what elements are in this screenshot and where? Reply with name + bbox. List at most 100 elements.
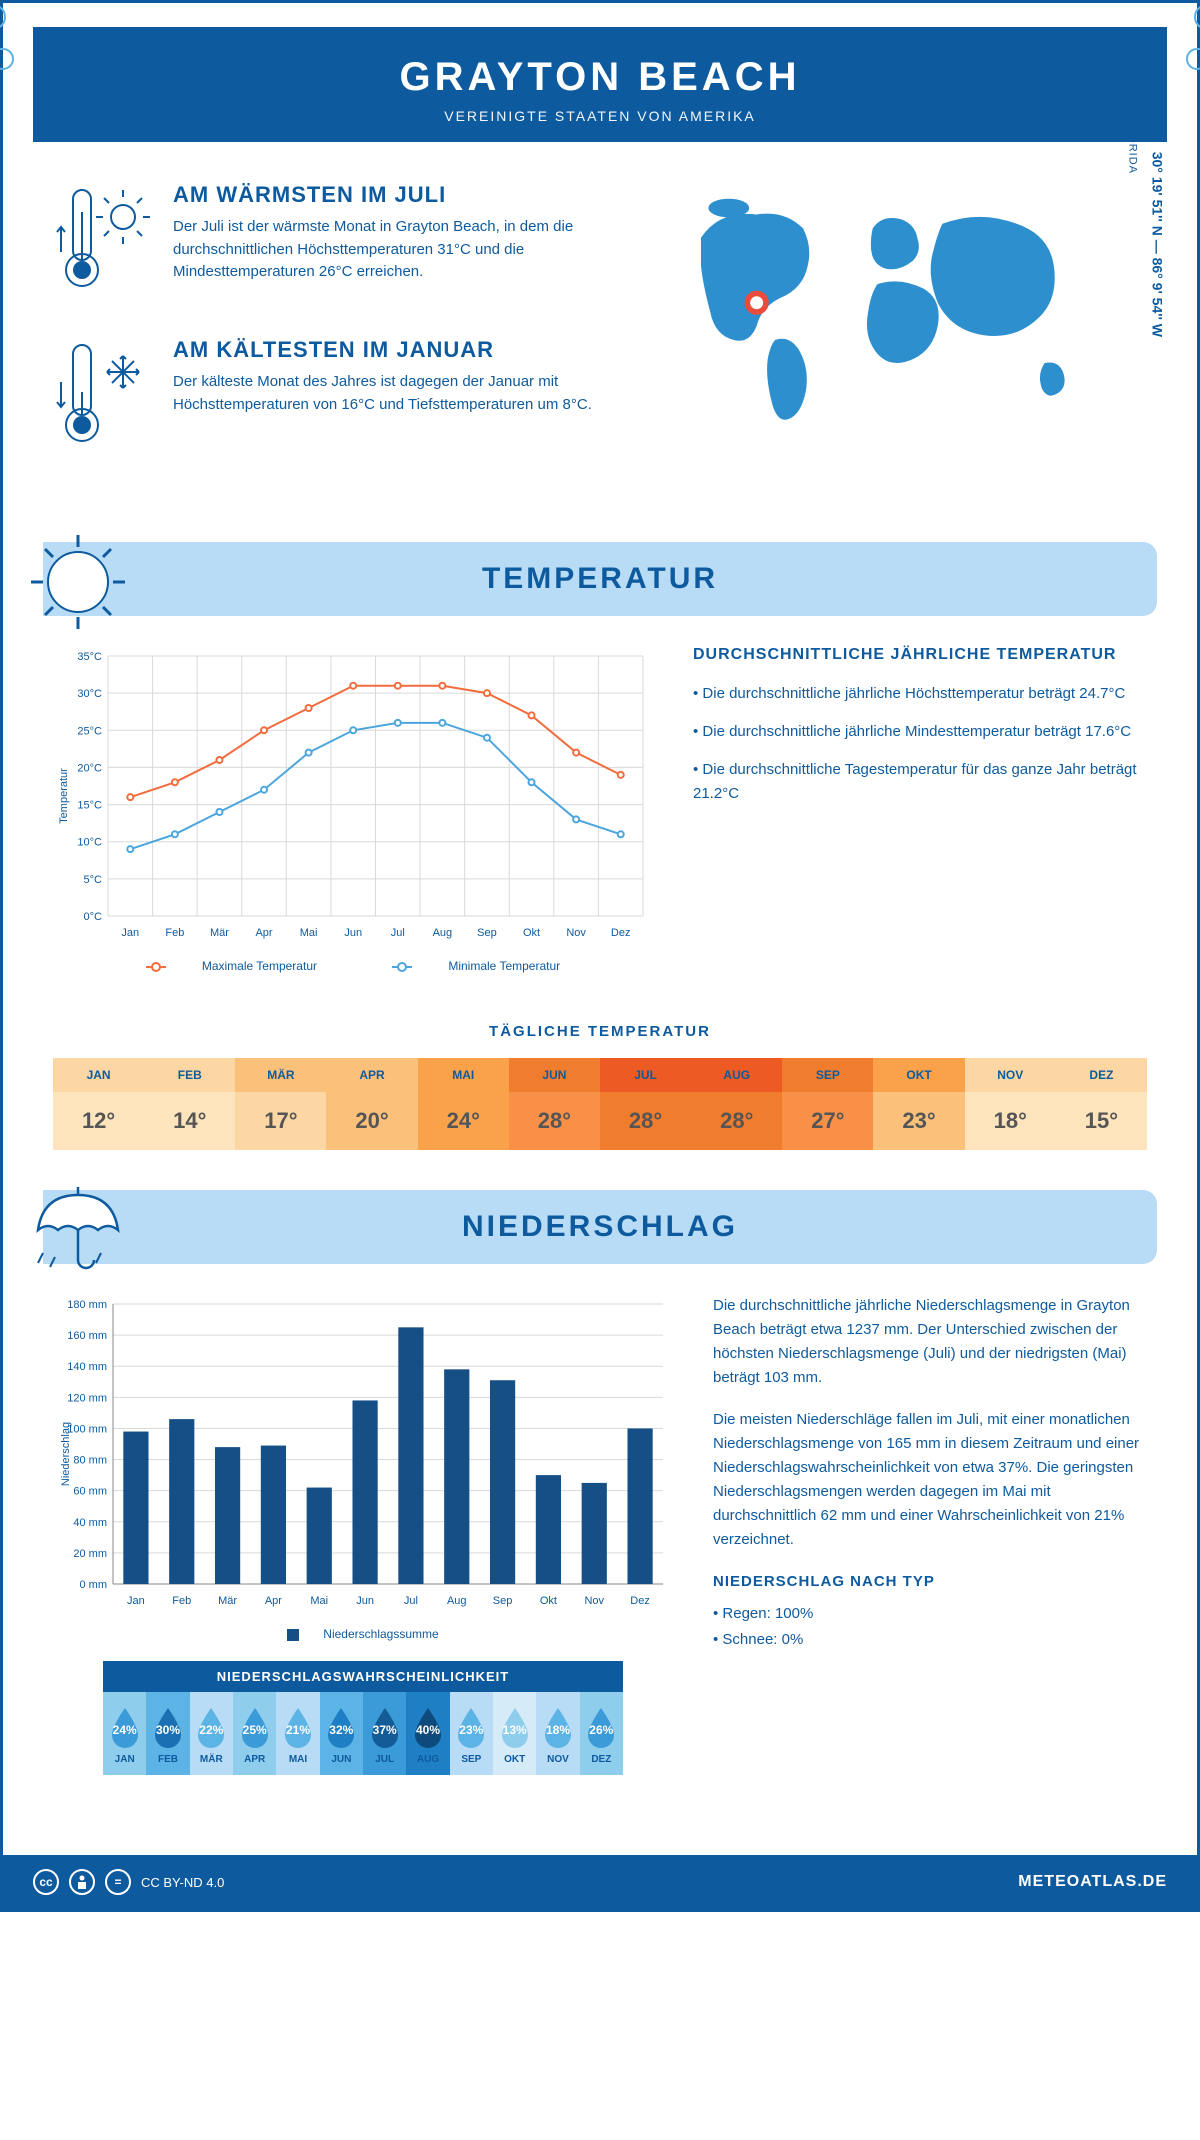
temp-text-b2: • Die durchschnittliche jährliche Mindes… (693, 720, 1147, 744)
header: GRAYTON BEACH VEREINIGTE STAATEN VON AME… (33, 27, 1167, 142)
thermometer-snow-icon (53, 337, 153, 462)
svg-text:5°C: 5°C (84, 874, 103, 886)
temp-section-header: TEMPERATUR (43, 542, 1157, 616)
precip-prob-title: NIEDERSCHLAGSWAHRSCHEINLICHKEIT (103, 1661, 623, 1692)
prob-cell: 22%MÄR (190, 1692, 233, 1775)
daily-cell: MAI24° (418, 1058, 509, 1150)
precip-probability-box: NIEDERSCHLAGSWAHRSCHEINLICHKEIT 24%JAN30… (103, 1661, 623, 1775)
svg-text:Mär: Mär (210, 927, 229, 939)
svg-text:Feb: Feb (172, 1595, 191, 1607)
svg-text:Temperatur: Temperatur (58, 768, 70, 824)
prob-cell: 40%AUG (406, 1692, 449, 1775)
svg-text:180 mm: 180 mm (67, 1299, 107, 1311)
daily-cell: DEZ15° (1056, 1058, 1147, 1150)
page-title: GRAYTON BEACH (33, 55, 1167, 100)
svg-text:60 mm: 60 mm (73, 1486, 107, 1498)
svg-text:20°C: 20°C (77, 762, 102, 774)
svg-text:100 mm: 100 mm (67, 1423, 107, 1435)
svg-text:Okt: Okt (540, 1595, 557, 1607)
nd-icon: = (105, 1869, 131, 1895)
svg-text:40 mm: 40 mm (73, 1517, 107, 1529)
svg-text:Dez: Dez (611, 927, 631, 939)
prob-cell: 21%MAI (276, 1692, 319, 1775)
temp-text-b1: • Die durchschnittliche jährliche Höchst… (693, 682, 1147, 706)
sun-icon (23, 527, 133, 642)
prob-cell: 13%OKT (493, 1692, 536, 1775)
daily-cell: AUG28° (691, 1058, 782, 1150)
cc-icon: cc (33, 1869, 59, 1895)
daily-cell: JUL28° (600, 1058, 691, 1150)
temp-heading: TEMPERATUR (43, 562, 1157, 596)
svg-text:Jun: Jun (356, 1595, 374, 1607)
svg-text:Nov: Nov (584, 1595, 604, 1607)
daily-cell: JUN28° (509, 1058, 600, 1150)
precip-type1: • Regen: 100% (713, 1602, 1147, 1626)
svg-text:120 mm: 120 mm (67, 1392, 107, 1404)
svg-text:80 mm: 80 mm (73, 1455, 107, 1467)
prob-cell: 30%FEB (146, 1692, 189, 1775)
world-map: FLORIDA 30° 19' 51'' N — 86° 9' 54'' W (645, 182, 1147, 492)
precip-type2: • Schnee: 0% (713, 1628, 1147, 1652)
region-label: FLORIDA (1127, 119, 1139, 174)
precip-p2: Die meisten Niederschläge fallen im Juli… (713, 1408, 1147, 1552)
prob-cell: 24%JAN (103, 1692, 146, 1775)
warmest-title: AM WÄRMSTEN IM JULI (173, 182, 605, 208)
precip-bar-chart: 0 mm20 mm40 mm60 mm80 mm100 mm120 mm140 … (53, 1294, 673, 1815)
svg-text:Feb: Feb (165, 927, 184, 939)
daily-cell: NOV18° (965, 1058, 1056, 1150)
prob-cell: 25%APR (233, 1692, 276, 1775)
temp-text-b3: • Die durchschnittliche Tagestemperatur … (693, 758, 1147, 806)
svg-text:35°C: 35°C (77, 651, 102, 663)
svg-text:Mär: Mär (218, 1595, 237, 1607)
daily-cell: FEB14° (144, 1058, 235, 1150)
prob-cell: 26%DEZ (580, 1692, 623, 1775)
umbrella-icon (23, 1175, 133, 1290)
daily-cell: JAN12° (53, 1058, 144, 1150)
svg-text:160 mm: 160 mm (67, 1330, 107, 1342)
prob-cell: 18%NOV (536, 1692, 579, 1775)
svg-text:Sep: Sep (477, 927, 497, 939)
svg-text:Aug: Aug (433, 927, 453, 939)
svg-text:10°C: 10°C (77, 837, 102, 849)
svg-text:0 mm: 0 mm (80, 1579, 108, 1591)
precip-p1: Die durchschnittliche jährliche Niedersc… (713, 1294, 1147, 1390)
warmest-block: AM WÄRMSTEN IM JULI Der Juli ist der wär… (53, 182, 605, 307)
svg-text:Mai: Mai (310, 1595, 328, 1607)
footer: cc = CC BY-ND 4.0 METEOATLAS.DE (3, 1855, 1197, 1909)
precip-type-title: NIEDERSCHLAG NACH TYP (713, 1570, 1147, 1594)
prob-cell: 32%JUN (320, 1692, 363, 1775)
daily-temp-title: TÄGLICHE TEMPERATUR (3, 1023, 1197, 1040)
svg-text:20 mm: 20 mm (73, 1548, 107, 1560)
legend-high: Maximale Temperatur (202, 959, 317, 973)
daily-cell: MÄR17° (235, 1058, 326, 1150)
prob-cell: 37%JUL (363, 1692, 406, 1775)
license-label: CC BY-ND 4.0 (141, 1875, 224, 1890)
coldest-block: AM KÄLTESTEN IM JANUAR Der kälteste Mona… (53, 337, 605, 462)
svg-text:Sep: Sep (493, 1595, 513, 1607)
svg-text:Dez: Dez (630, 1595, 650, 1607)
svg-text:Mai: Mai (300, 927, 318, 939)
precip-section-header: NIEDERSCHLAG (43, 1190, 1157, 1264)
coldest-title: AM KÄLTESTEN IM JANUAR (173, 337, 605, 363)
coldest-text: Der kälteste Monat des Jahres ist dagege… (173, 371, 605, 416)
precip-heading: NIEDERSCHLAG (43, 1210, 1157, 1244)
svg-text:Aug: Aug (447, 1595, 467, 1607)
site-label: METEOATLAS.DE (1018, 1873, 1167, 1891)
coords-label: 30° 19' 51'' N — 86° 9' 54'' W (1149, 152, 1165, 337)
page-subtitle: VEREINIGTE STAATEN VON AMERIKA (33, 108, 1167, 124)
svg-text:Niederschlag: Niederschlag (60, 1422, 72, 1486)
by-icon (69, 1869, 95, 1895)
daily-cell: OKT23° (873, 1058, 964, 1150)
svg-text:Jun: Jun (344, 927, 362, 939)
svg-text:25°C: 25°C (77, 725, 102, 737)
temp-line-chart: 0°C5°C10°C15°C20°C25°C30°C35°CJanFebMärA… (53, 646, 653, 973)
svg-text:Nov: Nov (566, 927, 586, 939)
daily-cell: SEP27° (782, 1058, 873, 1150)
svg-text:Jul: Jul (404, 1595, 418, 1607)
svg-text:Jan: Jan (121, 927, 139, 939)
svg-text:Jan: Jan (127, 1595, 145, 1607)
precip-legend: Niederschlagssumme (323, 1627, 438, 1641)
daily-temp-grid: JAN12°FEB14°MÄR17°APR20°MAI24°JUN28°JUL2… (53, 1058, 1147, 1150)
thermometer-sun-icon (53, 182, 153, 307)
svg-text:30°C: 30°C (77, 688, 102, 700)
